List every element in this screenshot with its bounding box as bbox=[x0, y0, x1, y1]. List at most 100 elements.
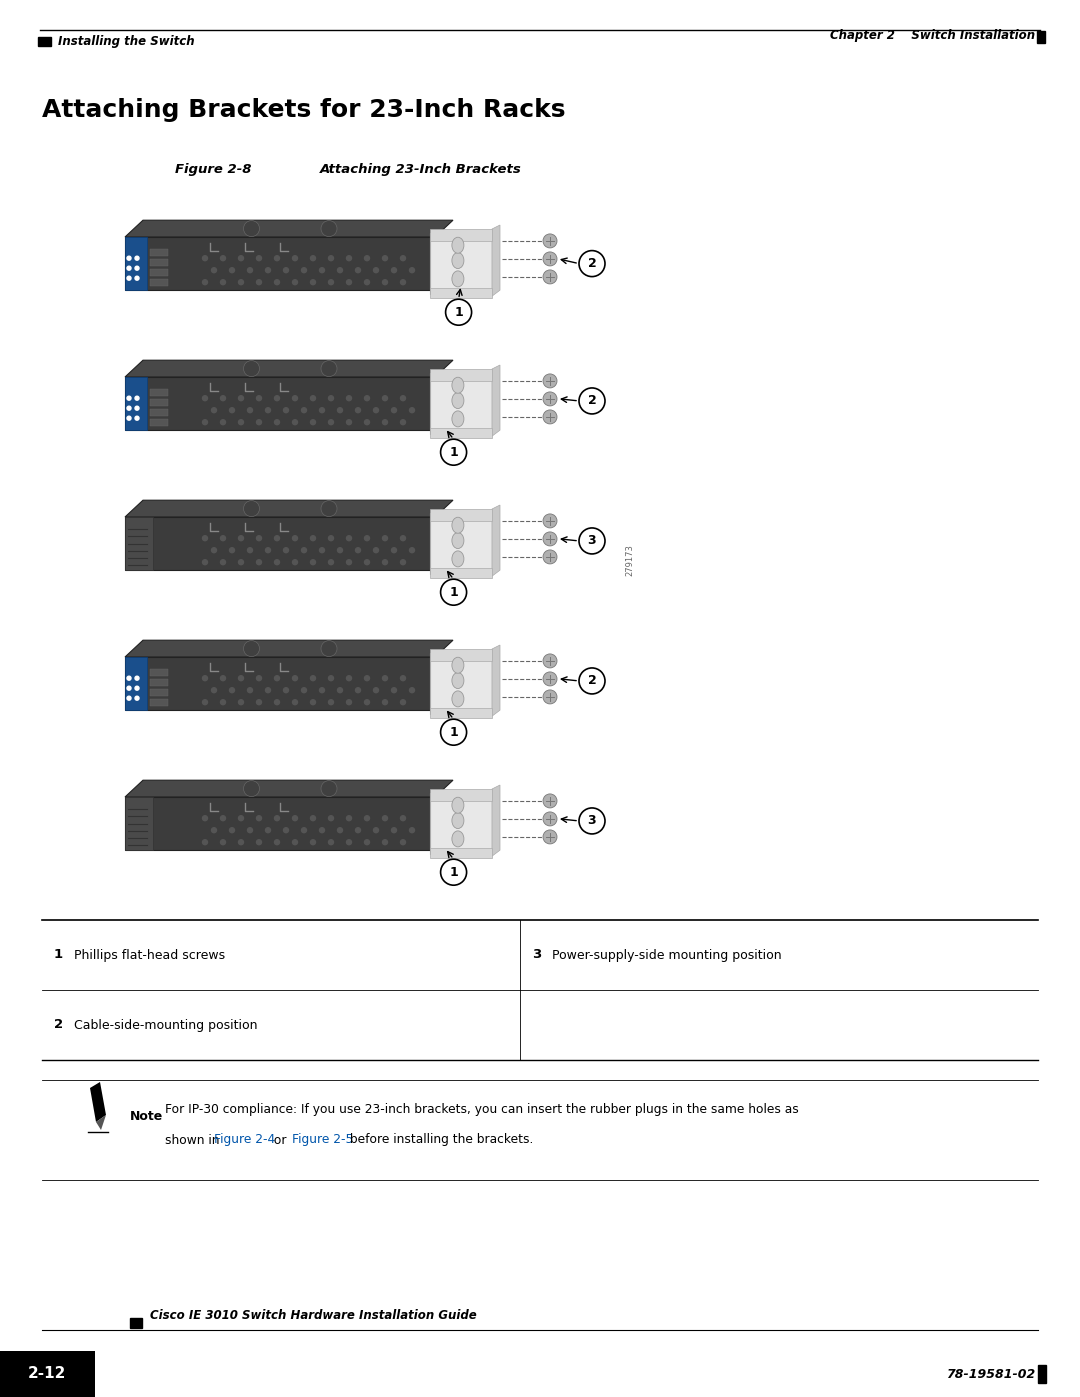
Ellipse shape bbox=[451, 831, 464, 847]
Circle shape bbox=[311, 560, 315, 564]
Circle shape bbox=[409, 687, 415, 693]
Text: Cisco IE 3010 Switch Hardware Installation Guide: Cisco IE 3010 Switch Hardware Installati… bbox=[150, 1309, 476, 1322]
Circle shape bbox=[293, 419, 297, 425]
Circle shape bbox=[127, 686, 131, 690]
Text: 3: 3 bbox=[588, 814, 596, 827]
Circle shape bbox=[247, 408, 253, 412]
Bar bbox=[430, 652, 492, 714]
Circle shape bbox=[347, 535, 351, 541]
Circle shape bbox=[543, 532, 557, 546]
Bar bbox=[150, 679, 168, 686]
Circle shape bbox=[311, 279, 315, 285]
Ellipse shape bbox=[451, 377, 464, 393]
Circle shape bbox=[239, 256, 243, 261]
Bar bbox=[430, 793, 492, 854]
Circle shape bbox=[293, 535, 297, 541]
Bar bbox=[150, 689, 168, 696]
Polygon shape bbox=[492, 225, 500, 296]
Circle shape bbox=[257, 560, 261, 564]
Circle shape bbox=[283, 408, 288, 412]
Circle shape bbox=[391, 687, 396, 693]
Circle shape bbox=[257, 700, 261, 704]
Bar bbox=[430, 233, 492, 295]
Circle shape bbox=[337, 687, 342, 693]
Circle shape bbox=[347, 395, 351, 401]
Circle shape bbox=[320, 548, 324, 553]
Circle shape bbox=[320, 827, 324, 833]
Circle shape bbox=[401, 840, 405, 845]
Circle shape bbox=[337, 548, 342, 553]
Polygon shape bbox=[125, 640, 453, 657]
Circle shape bbox=[311, 700, 315, 704]
Circle shape bbox=[266, 408, 270, 412]
Text: Figure 2-8: Figure 2-8 bbox=[175, 163, 252, 176]
Bar bbox=[1037, 31, 1045, 43]
Circle shape bbox=[203, 279, 207, 285]
Circle shape bbox=[579, 388, 605, 414]
Bar bbox=[150, 279, 168, 286]
Circle shape bbox=[274, 560, 280, 564]
Bar bbox=[0, 1351, 95, 1397]
Circle shape bbox=[301, 408, 307, 412]
Circle shape bbox=[401, 395, 405, 401]
Circle shape bbox=[257, 419, 261, 425]
Circle shape bbox=[365, 535, 369, 541]
Circle shape bbox=[441, 859, 467, 886]
Circle shape bbox=[347, 256, 351, 261]
Circle shape bbox=[374, 827, 378, 833]
Circle shape bbox=[301, 548, 307, 553]
Polygon shape bbox=[96, 1115, 106, 1130]
Circle shape bbox=[247, 687, 253, 693]
Ellipse shape bbox=[451, 798, 464, 813]
Circle shape bbox=[401, 535, 405, 541]
Circle shape bbox=[220, 840, 226, 845]
Circle shape bbox=[135, 256, 139, 260]
Circle shape bbox=[274, 816, 280, 820]
Circle shape bbox=[337, 268, 342, 272]
Circle shape bbox=[243, 221, 259, 236]
Circle shape bbox=[391, 548, 396, 553]
Bar bbox=[430, 848, 492, 858]
Polygon shape bbox=[125, 500, 453, 517]
Bar bbox=[430, 229, 492, 242]
Circle shape bbox=[328, 676, 334, 680]
Circle shape bbox=[257, 676, 261, 680]
Bar bbox=[430, 789, 492, 800]
Circle shape bbox=[365, 676, 369, 680]
Circle shape bbox=[274, 256, 280, 261]
Text: 279173: 279173 bbox=[625, 543, 635, 576]
Circle shape bbox=[229, 687, 234, 693]
Polygon shape bbox=[125, 221, 453, 237]
Text: or: or bbox=[270, 1133, 289, 1147]
Circle shape bbox=[127, 267, 131, 270]
Text: Power-supply-side mounting position: Power-supply-side mounting position bbox=[552, 949, 782, 961]
Circle shape bbox=[293, 256, 297, 261]
Text: Attaching Brackets for 23-Inch Racks: Attaching Brackets for 23-Inch Racks bbox=[42, 98, 566, 122]
Circle shape bbox=[347, 419, 351, 425]
Circle shape bbox=[283, 827, 288, 833]
Bar bbox=[430, 569, 492, 578]
Circle shape bbox=[543, 374, 557, 388]
Circle shape bbox=[321, 641, 337, 657]
Circle shape bbox=[220, 279, 226, 285]
Bar bbox=[1038, 1365, 1047, 1383]
Circle shape bbox=[283, 548, 288, 553]
Circle shape bbox=[239, 279, 243, 285]
Circle shape bbox=[301, 268, 307, 272]
Circle shape bbox=[127, 416, 131, 420]
Ellipse shape bbox=[451, 393, 464, 408]
Circle shape bbox=[382, 816, 388, 820]
Circle shape bbox=[293, 279, 297, 285]
Circle shape bbox=[382, 676, 388, 680]
Circle shape bbox=[239, 700, 243, 704]
Circle shape bbox=[203, 676, 207, 680]
Circle shape bbox=[382, 395, 388, 401]
Circle shape bbox=[347, 279, 351, 285]
Circle shape bbox=[127, 676, 131, 680]
Circle shape bbox=[321, 500, 337, 517]
Bar bbox=[125, 517, 435, 570]
Circle shape bbox=[293, 395, 297, 401]
Bar bbox=[150, 270, 168, 277]
Circle shape bbox=[203, 816, 207, 820]
Bar bbox=[430, 369, 492, 381]
